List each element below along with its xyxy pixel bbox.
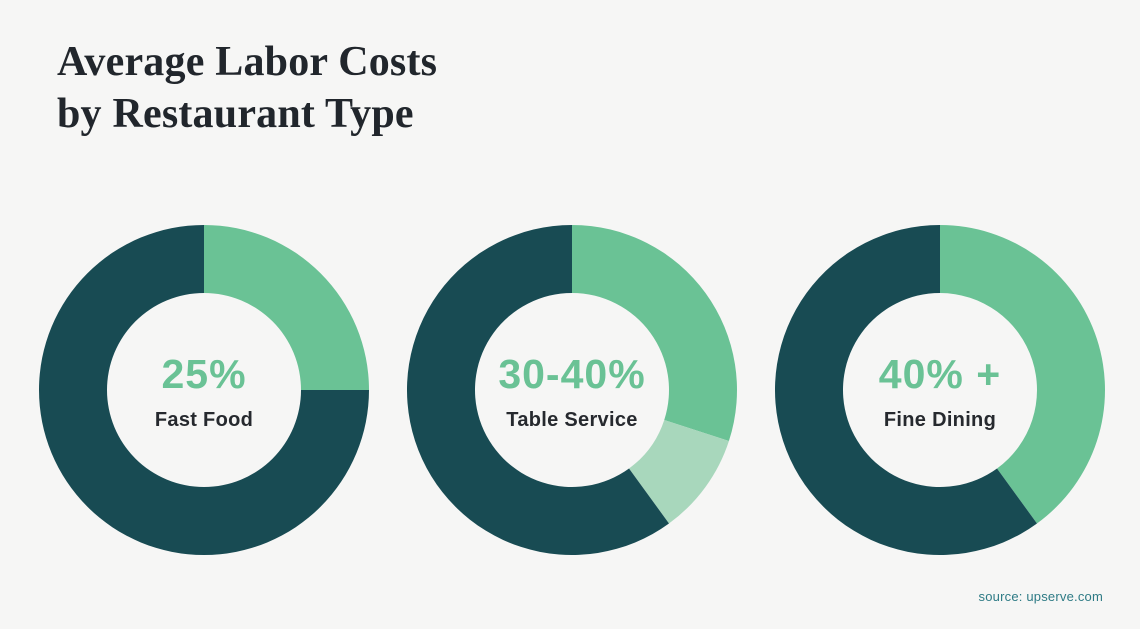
donut-chart-row: 25% Fast Food 30-40% Table Service 40% +… xyxy=(39,225,1105,555)
donut-ring-table-service xyxy=(407,225,737,555)
donut-segment-labor-cost-range xyxy=(629,419,729,524)
donut-segment-labor-cost xyxy=(204,225,369,390)
donut-ring-fine-dining xyxy=(775,225,1105,555)
donut-ring-fast-food xyxy=(39,225,369,555)
donut-segment-remainder xyxy=(39,225,369,555)
source-attribution: source: upserve.com xyxy=(978,589,1103,604)
donut-fast-food: 25% Fast Food xyxy=(39,225,369,555)
chart-title: Average Labor Costs by Restaurant Type xyxy=(57,36,437,140)
chart-title-line-2: by Restaurant Type xyxy=(57,91,414,137)
donut-segment-remainder xyxy=(407,225,669,555)
donut-fine-dining: 40% + Fine Dining xyxy=(775,225,1105,555)
donut-segment-labor-cost xyxy=(940,225,1105,524)
donut-table-service: 30-40% Table Service xyxy=(407,225,737,555)
donut-segment-remainder xyxy=(775,225,1037,555)
chart-title-line-1: Average Labor Costs xyxy=(57,39,438,85)
donut-segment-labor-cost-min xyxy=(572,225,737,441)
